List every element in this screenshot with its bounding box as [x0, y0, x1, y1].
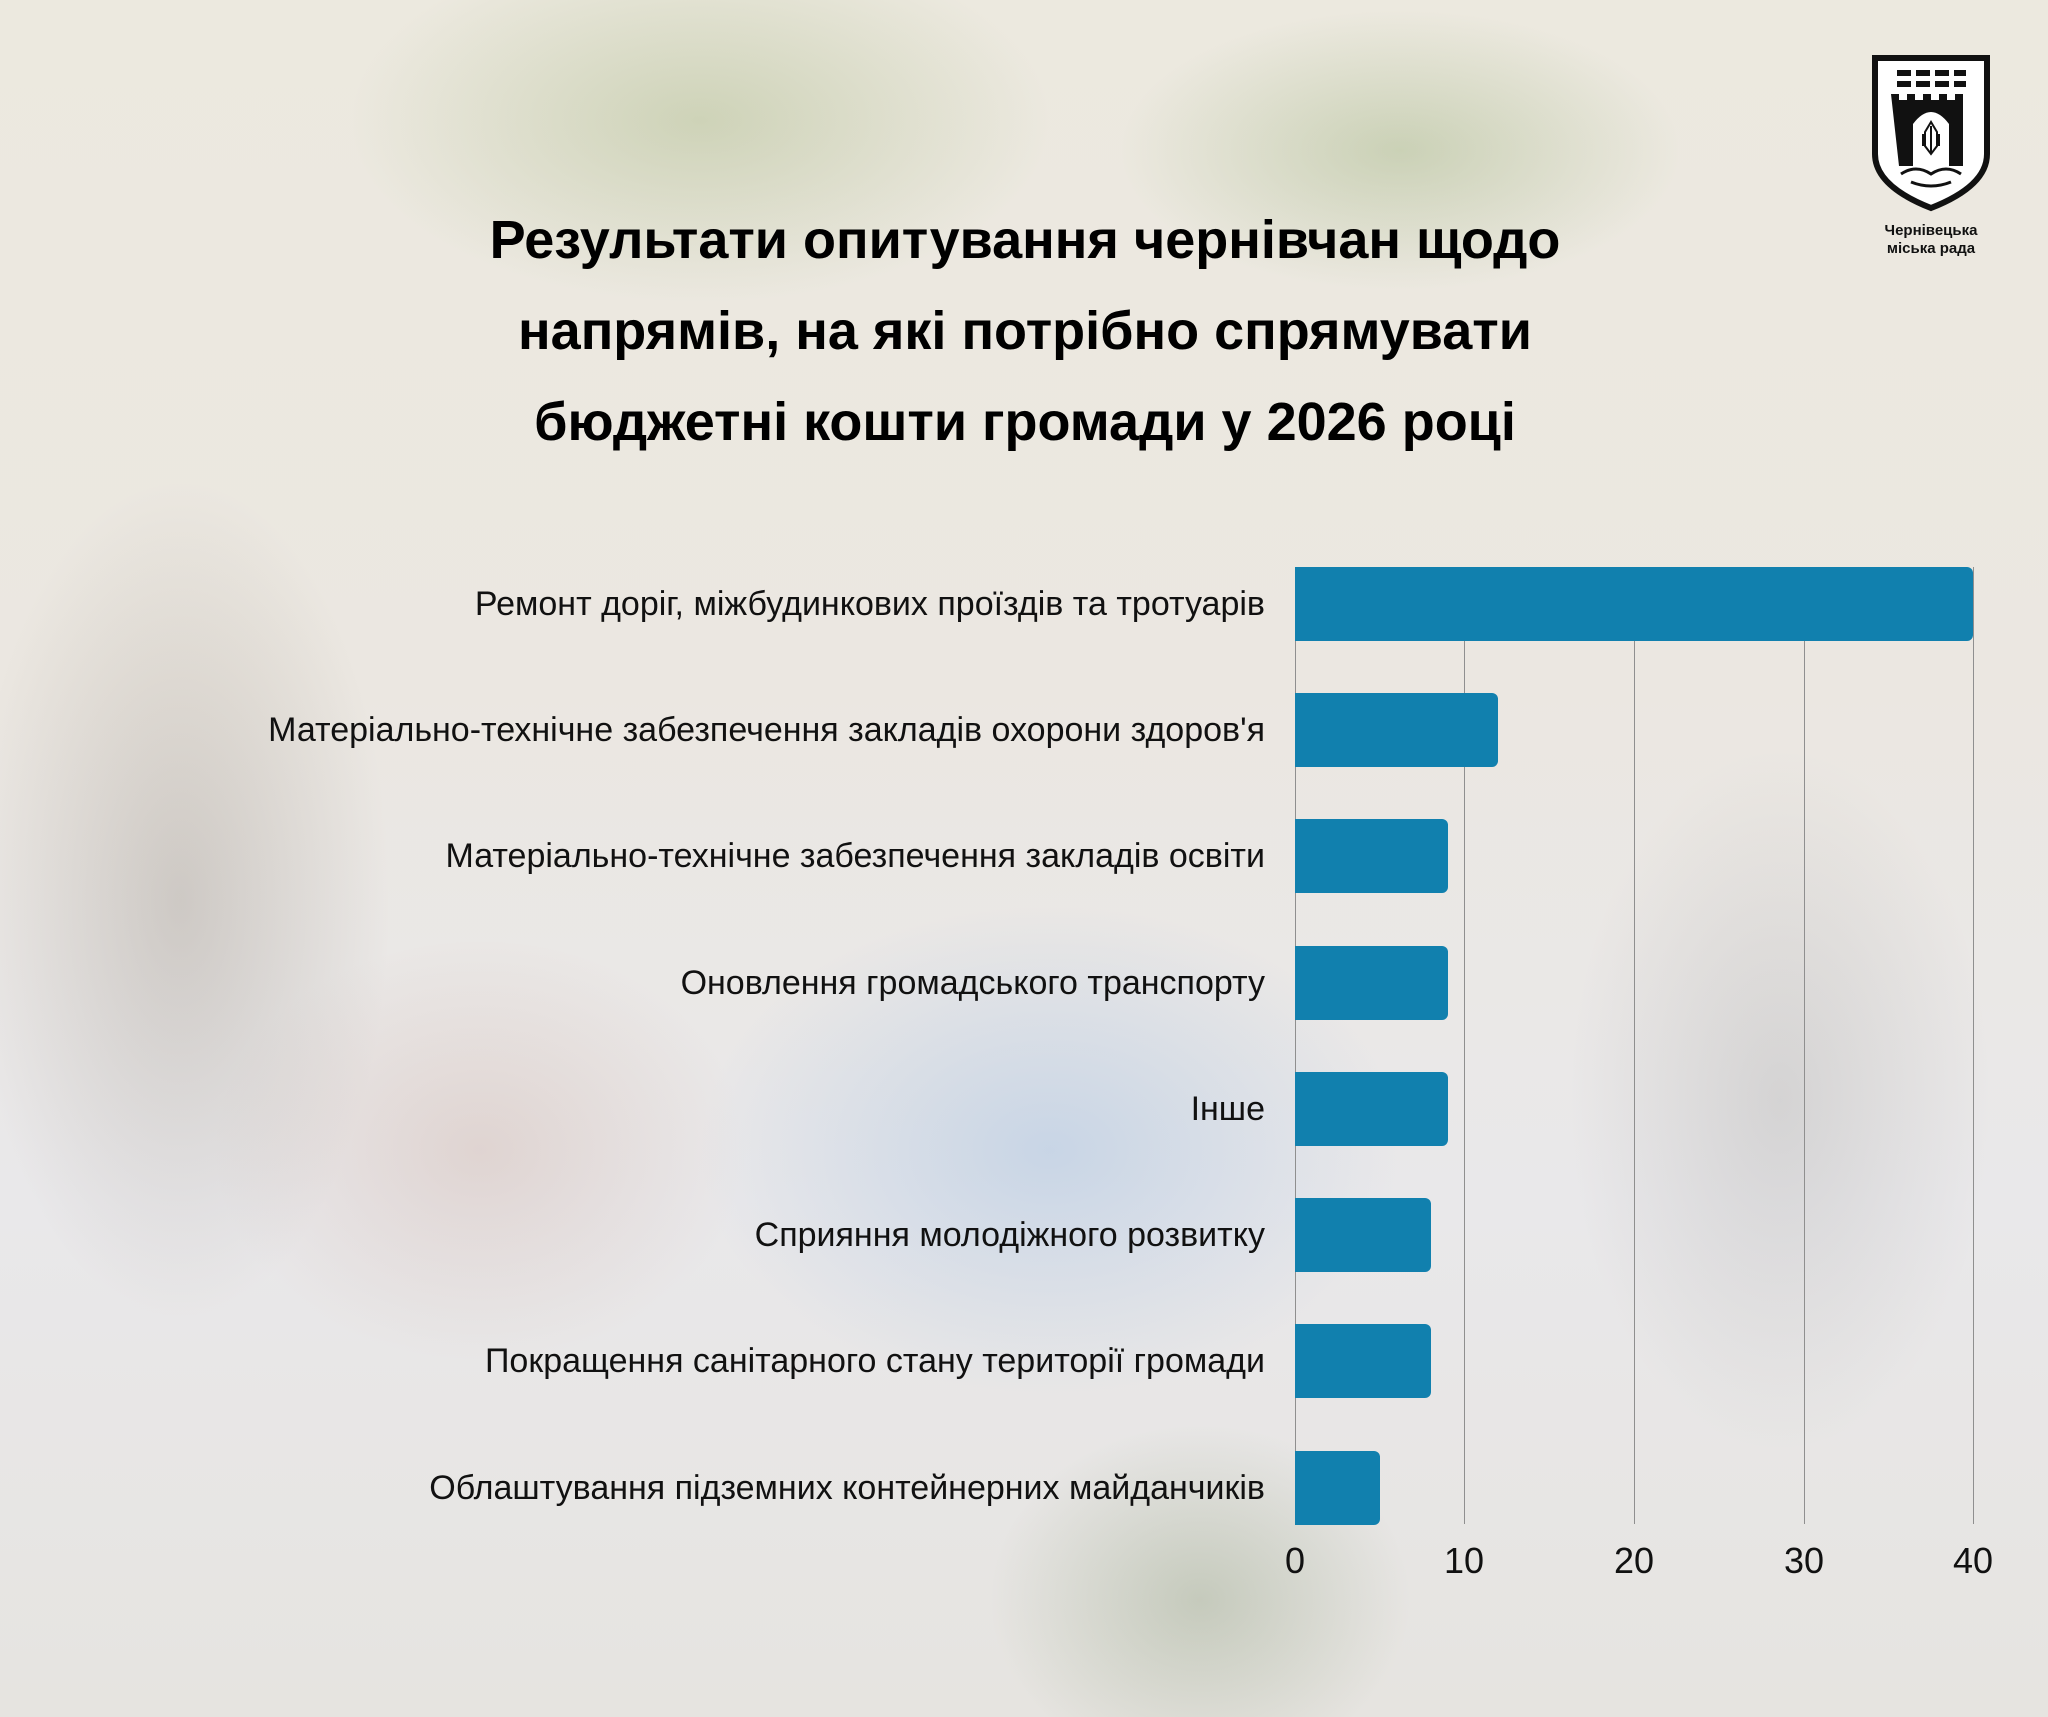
bar-underground-containers	[1295, 1451, 1380, 1525]
bar-education-equipment	[1295, 819, 1448, 893]
gridline-20	[1634, 567, 1635, 1524]
gridline-40	[1973, 567, 1974, 1524]
gridline-0	[1295, 567, 1296, 1524]
title-line-3: бюджетні кошти громади у 2026 році	[534, 392, 1516, 452]
bar-youth-development	[1295, 1198, 1431, 1272]
bar-roads-repair	[1295, 567, 1973, 641]
bar-healthcare-equipment	[1295, 693, 1498, 767]
category-label: Сприяння молодіжного розвитку	[754, 1216, 1265, 1254]
bar-sanitary-condition	[1295, 1324, 1431, 1398]
x-tick-label: 10	[1443, 1540, 1485, 1581]
category-label: Матеріально-технічне забезпечення заклад…	[445, 837, 1266, 875]
x-tick-label: 0	[1284, 1540, 1306, 1581]
x-tick-label: 20	[1613, 1540, 1655, 1581]
category-label: Ремонт доріг, міжбудинкових проїздів та …	[474, 585, 1265, 623]
category-label: Матеріально-технічне забезпечення заклад…	[268, 711, 1265, 749]
logo-text-line-1: Чернівецька	[1884, 222, 1978, 239]
x-tick-label: 30	[1783, 1540, 1825, 1581]
category-label: Оновлення громадського транспорту	[680, 964, 1265, 1002]
bar-public-transport	[1295, 946, 1448, 1020]
gridline-30	[1804, 567, 1805, 1524]
chart-title: Результати опитування чернівчан щодо нап…	[300, 195, 1750, 468]
city-council-logo: Чернівецька міська рада	[1866, 54, 1996, 258]
bar-other	[1295, 1072, 1448, 1146]
city-coat-of-arms-icon	[1872, 55, 1990, 212]
logo-text-line-2: міська рада	[1886, 240, 1976, 257]
category-label: Облаштування підземних контейнерних майд…	[429, 1469, 1265, 1507]
x-tick-label: 40	[1952, 1540, 1994, 1581]
gridline-10	[1464, 567, 1465, 1524]
category-label: Інше	[1190, 1090, 1265, 1128]
title-line-1: Результати опитування чернівчан щодо	[489, 210, 1561, 270]
title-line-2: напрямів, на які потрібно спрямувати	[518, 301, 1532, 361]
category-label: Покращення санітарного стану території г…	[484, 1342, 1265, 1380]
